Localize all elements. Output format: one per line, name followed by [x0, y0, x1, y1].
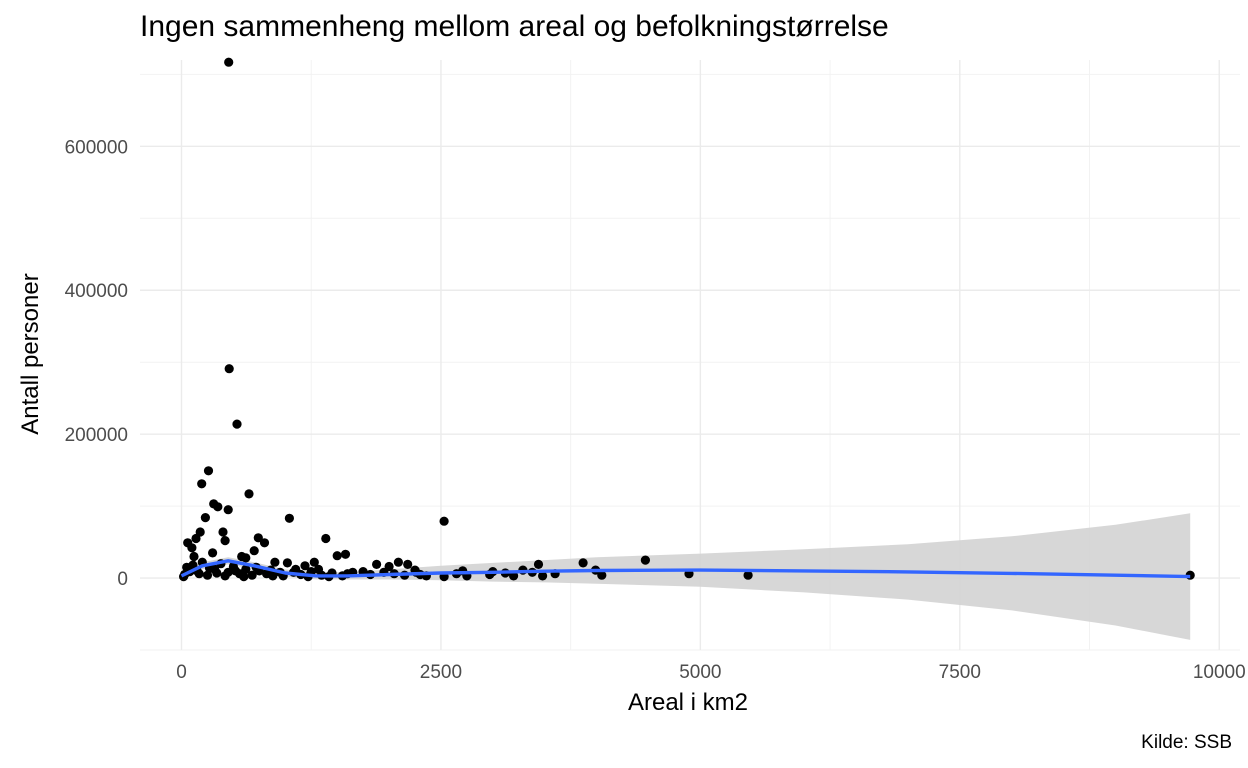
smooth-trend-line — [180, 559, 1191, 579]
y-tick-label: 0 — [117, 569, 128, 590]
x-axis-title: Areal i km2 — [628, 689, 748, 716]
data-point — [203, 466, 214, 476]
y-tick-label: 600000 — [65, 137, 128, 158]
y-axis-ticks: 0 200000 400000 600000 — [65, 137, 128, 590]
data-point — [313, 564, 324, 575]
data-point — [232, 419, 242, 429]
data-point — [208, 548, 218, 558]
data-point — [187, 543, 197, 553]
data-point — [597, 570, 607, 580]
data-point — [220, 536, 230, 546]
source-caption: Kilde: SSB — [1141, 732, 1232, 753]
data-point — [321, 533, 331, 544]
data-point — [195, 527, 205, 537]
data-point — [309, 557, 319, 567]
data-point — [249, 546, 259, 556]
data-point — [191, 533, 201, 544]
data-point — [200, 513, 210, 523]
data-point — [247, 570, 257, 580]
data-point — [270, 557, 280, 567]
x-tick-label: 5000 — [679, 662, 721, 683]
minor-gridlines — [140, 60, 1240, 651]
data-point — [253, 533, 263, 543]
data-point — [403, 559, 413, 570]
data-point — [189, 551, 199, 562]
data-point — [300, 561, 310, 571]
data-point — [640, 555, 651, 565]
data-point — [220, 571, 230, 581]
data-point — [393, 557, 403, 567]
x-axis-ticks: 0 2500 5000 7500 10000 — [176, 662, 1245, 683]
data-point — [218, 527, 228, 537]
chart-title: Ingen sammenheng mellom areal og befolkn… — [140, 10, 889, 43]
data-point — [202, 570, 213, 580]
smooth-line — [180, 559, 1191, 579]
data-point — [282, 558, 292, 568]
data-point — [284, 513, 294, 523]
data-point — [212, 568, 222, 578]
data-point — [439, 516, 449, 526]
data-point — [743, 570, 753, 580]
data-point — [213, 502, 223, 512]
data-point — [538, 571, 548, 581]
data-point — [194, 569, 204, 579]
data-point — [533, 559, 544, 570]
data-point — [332, 551, 342, 561]
x-tick-label: 10000 — [1193, 662, 1246, 683]
data-point — [230, 566, 241, 576]
x-tick-label: 7500 — [939, 662, 981, 683]
y-axis-title: Antall personer — [17, 273, 44, 434]
y-tick-label: 400000 — [65, 281, 128, 302]
data-point — [241, 564, 251, 575]
x-tick-label: 0 — [176, 662, 187, 683]
data-point — [241, 553, 251, 563]
data-point — [244, 489, 254, 499]
data-point — [224, 57, 234, 67]
data-point — [197, 479, 207, 489]
data-point — [259, 538, 270, 548]
y-tick-label: 200000 — [65, 425, 128, 446]
data-point — [223, 505, 233, 515]
data-point — [224, 364, 234, 374]
x-tick-label: 2500 — [420, 662, 462, 683]
data-point — [372, 559, 382, 570]
data-point — [340, 549, 351, 559]
data-point — [578, 558, 588, 568]
data-points — [179, 57, 1195, 582]
data-point — [239, 572, 249, 582]
